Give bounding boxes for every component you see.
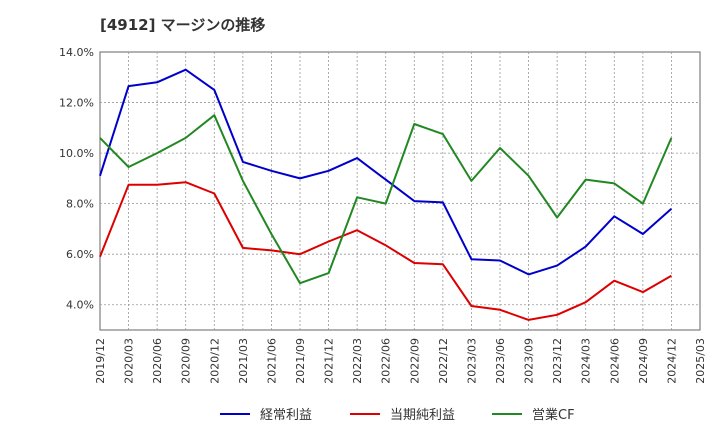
y-tick-label: 8.0% bbox=[66, 198, 94, 211]
x-tick-label: 2023/06 bbox=[494, 338, 507, 384]
plot-frame bbox=[99, 51, 701, 331]
x-tick-label: 2020/03 bbox=[123, 338, 136, 384]
legend-label-3: 営業CF bbox=[532, 407, 575, 423]
x-tick-label: 2022/09 bbox=[408, 338, 421, 384]
x-tick-label: 2022/12 bbox=[437, 338, 450, 384]
series-line-2 bbox=[99, 181, 672, 321]
x-tick-label: 2024/06 bbox=[608, 338, 621, 384]
x-tick-label: 2020/09 bbox=[180, 338, 193, 384]
x-tick-label: 2024/03 bbox=[580, 338, 593, 384]
x-tick-label: 2025/03 bbox=[694, 338, 707, 384]
y-tick-label: 10.0% bbox=[59, 147, 94, 160]
x-tick-label: 2021/12 bbox=[323, 338, 336, 384]
series-line-3 bbox=[99, 114, 673, 285]
legend-label-2: 当期純利益 bbox=[390, 408, 455, 423]
y-tick-label: 6.0% bbox=[66, 248, 94, 261]
x-tick-label: 2024/12 bbox=[665, 338, 678, 384]
x-tick-label: 2019/12 bbox=[94, 338, 107, 384]
x-tick-label: 2023/09 bbox=[523, 338, 536, 384]
x-tick-label: 2020/06 bbox=[151, 338, 164, 384]
series-line-1 bbox=[99, 68, 673, 276]
x-tick-label: 2020/12 bbox=[208, 338, 221, 384]
x-tick-label: 2022/06 bbox=[380, 338, 393, 384]
chart-title: [4912] マージンの推移 bbox=[100, 16, 266, 34]
x-tick-label: 2023/03 bbox=[465, 338, 478, 384]
y-tick-label: 12.0% bbox=[59, 97, 94, 110]
y-tick-label: 4.0% bbox=[66, 299, 94, 312]
x-tick-label: 2021/06 bbox=[265, 338, 278, 384]
legend-label-1: 経常利益 bbox=[260, 408, 312, 423]
x-tick-label: 2021/09 bbox=[294, 338, 307, 384]
y-tick-label: 14.0% bbox=[59, 46, 94, 59]
x-tick-label: 2024/09 bbox=[637, 338, 650, 384]
x-tick-label: 2022/03 bbox=[351, 338, 364, 384]
x-tick-label: 2021/03 bbox=[237, 338, 250, 384]
x-tick-label: 2023/12 bbox=[551, 338, 564, 384]
